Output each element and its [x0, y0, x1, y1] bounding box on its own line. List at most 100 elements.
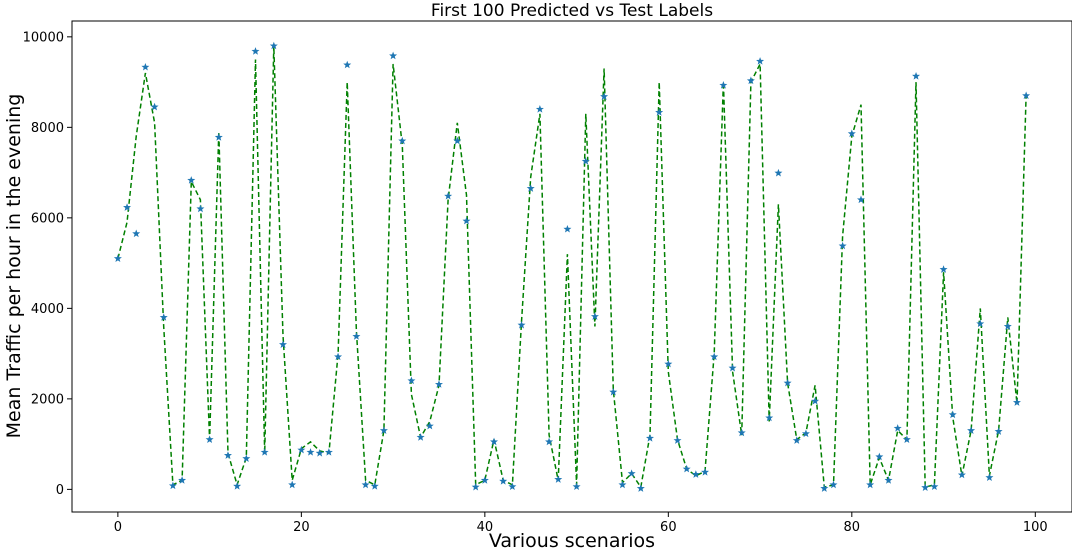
- data-point-star: [857, 195, 865, 204]
- data-point-star: [361, 480, 370, 489]
- data-point-star: [636, 484, 645, 492]
- data-point-star: [269, 41, 278, 50]
- plot-area: [113, 41, 1031, 492]
- data-point-star: [838, 241, 847, 250]
- data-point-star: [875, 452, 884, 461]
- data-point-star: [159, 313, 168, 321]
- x-tick-label: 0: [114, 520, 122, 535]
- data-point-star: [251, 47, 260, 55]
- data-point-star: [590, 312, 599, 320]
- chart-title: First 100 Predicted vs Test Labels: [431, 1, 713, 21]
- y-tick-label: 8000: [31, 121, 64, 136]
- data-point-star: [150, 102, 159, 111]
- data-point-star: [774, 168, 783, 177]
- data-point-star: [994, 427, 1003, 435]
- data-point-star: [389, 51, 398, 60]
- plot-frame: [71, 20, 1072, 513]
- data-point-star: [242, 454, 251, 462]
- data-point-star: [884, 476, 893, 484]
- data-point-star: [691, 470, 700, 478]
- data-point-star: [756, 57, 765, 65]
- data-point-star: [168, 481, 177, 490]
- data-point-star: [701, 467, 710, 476]
- series-line-predicted: [117, 45, 1027, 490]
- data-point-star: [563, 224, 572, 233]
- data-point-star: [728, 363, 737, 372]
- data-point-star: [581, 157, 590, 165]
- data-point-star: [288, 480, 297, 489]
- data-point-star: [801, 429, 810, 438]
- data-point-star: [627, 469, 636, 477]
- data-point-star: [535, 105, 544, 113]
- data-point-star: [811, 396, 820, 405]
- x-tick-label: 60: [660, 520, 677, 535]
- data-point-star: [462, 216, 471, 225]
- data-point-star: [645, 434, 654, 442]
- data-point-star: [233, 482, 242, 490]
- data-point-star: [737, 428, 746, 437]
- data-point-star: [196, 204, 205, 213]
- data-point-star: [673, 436, 682, 444]
- data-point-star: [123, 203, 132, 211]
- data-point-star: [334, 352, 343, 361]
- data-point-star: [783, 378, 792, 387]
- data-point-star: [967, 426, 976, 434]
- data-point-star: [664, 359, 673, 368]
- data-point-star: [600, 92, 609, 100]
- y-tick-label: 2000: [31, 392, 64, 407]
- data-point-star: [425, 421, 434, 430]
- data-point-star: [370, 482, 379, 490]
- data-point-star: [499, 477, 508, 485]
- x-axis-label: Various scenarios: [489, 530, 655, 551]
- axes: 0 20 40 60 80 100 0 2000 4000 6000 8000 10000: [23, 30, 1048, 535]
- data-point-star: [682, 464, 691, 473]
- data-point-star: [141, 62, 150, 71]
- data-point-star: [297, 445, 306, 454]
- data-point-star: [1012, 398, 1021, 406]
- data-point-star: [398, 136, 407, 145]
- data-point-star: [618, 480, 627, 489]
- data-point-star: [306, 448, 315, 456]
- data-point-star: [609, 387, 618, 396]
- y-tick-label: 6000: [31, 211, 64, 226]
- data-point-star: [444, 191, 453, 200]
- data-point-star: [205, 435, 214, 443]
- data-point-star: [902, 435, 911, 443]
- data-point-star: [214, 133, 223, 141]
- data-point-star: [480, 476, 489, 484]
- data-point-star: [655, 108, 664, 116]
- data-point-star: [948, 410, 957, 419]
- data-point-star: [1022, 91, 1031, 100]
- data-point-star: [416, 433, 425, 441]
- data-point-star: [526, 184, 535, 192]
- data-point-star: [957, 470, 966, 479]
- data-point-star: [113, 254, 122, 262]
- data-point-star: [352, 332, 361, 340]
- data-point-star: [260, 448, 269, 456]
- data-point-star: [930, 482, 939, 491]
- data-point-star: [866, 480, 875, 489]
- data-point-star: [792, 436, 801, 444]
- data-point-star: [279, 340, 287, 348]
- data-point-star: [939, 265, 948, 273]
- data-point-star: [379, 426, 388, 434]
- data-point-star: [407, 376, 416, 385]
- x-tick-label: 80: [844, 520, 861, 535]
- y-axis-label: Mean Traffic per hour in the evening: [3, 94, 25, 439]
- data-point-star: [1003, 322, 1012, 330]
- data-point-star: [572, 482, 581, 491]
- y-tick-label: 0: [56, 483, 64, 498]
- data-point-star: [554, 475, 563, 483]
- data-point-star: [985, 473, 994, 482]
- data-point-star: [820, 484, 829, 492]
- data-point-star: [976, 319, 985, 328]
- data-point-star: [343, 60, 352, 69]
- data-point-star: [829, 480, 838, 489]
- data-point-star: [921, 483, 930, 491]
- data-point-star: [490, 437, 499, 446]
- data-point-star: [517, 320, 526, 329]
- data-point-star: [893, 424, 902, 432]
- data-point-star: [132, 229, 141, 238]
- data-point-star: [223, 451, 232, 459]
